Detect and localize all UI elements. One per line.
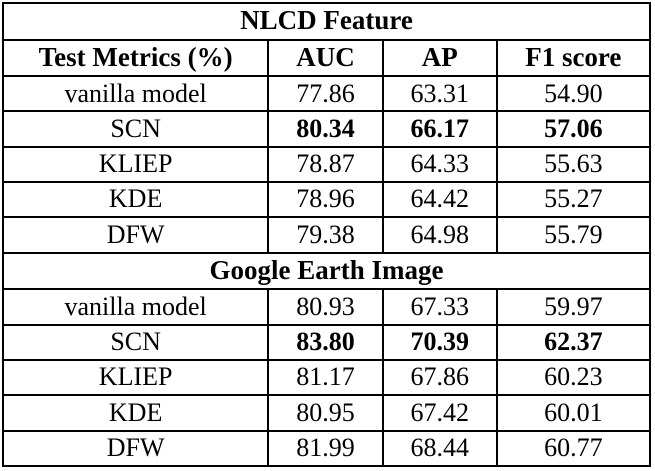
method-label: vanilla model xyxy=(1,75,270,113)
metric-value: 66.17 xyxy=(381,110,498,148)
metric-value: 68.44 xyxy=(381,429,498,468)
method-label: KLIEP xyxy=(1,358,270,397)
metric-value: 80.34 xyxy=(267,110,384,148)
metric-value: 63.31 xyxy=(381,75,498,113)
metric-value: 78.87 xyxy=(267,145,384,184)
metric-value: 64.98 xyxy=(381,216,498,254)
column-header: AUC xyxy=(267,38,384,78)
method-label: vanilla model xyxy=(1,288,270,326)
method-label: SCN xyxy=(1,110,270,148)
metric-value: 80.95 xyxy=(267,394,384,432)
column-header-row: Test Metrics (%) AUC AP F1 score xyxy=(1,38,652,78)
method-label: DFW xyxy=(1,216,270,254)
metric-value: 81.17 xyxy=(267,358,384,397)
metric-value: 55.63 xyxy=(495,145,652,184)
metric-value: 57.06 xyxy=(495,110,652,148)
metric-value: 55.79 xyxy=(495,216,652,254)
metric-value: 60.77 xyxy=(495,429,652,468)
metric-value: 79.38 xyxy=(267,216,384,254)
metric-value: 80.93 xyxy=(267,288,384,326)
metric-value: 67.42 xyxy=(381,394,498,432)
table-row: vanilla model 77.86 63.31 54.90 xyxy=(1,75,652,113)
metric-value: 55.27 xyxy=(495,181,652,219)
table-row: DFW 79.38 64.98 55.79 xyxy=(1,216,652,254)
table-row: KLIEP 78.87 64.33 55.63 xyxy=(1,145,652,184)
table-row: SCN 80.34 66.17 57.06 xyxy=(1,110,652,148)
metric-value: 83.80 xyxy=(267,323,384,361)
metric-value: 64.33 xyxy=(381,145,498,184)
metric-value: 67.86 xyxy=(381,358,498,397)
section-title-row: Google Earth Image xyxy=(2,251,651,291)
method-label: KDE xyxy=(1,181,270,219)
metric-value: 60.23 xyxy=(495,358,652,397)
metric-value: 78.96 xyxy=(267,181,384,219)
table-row: vanilla model 80.93 67.33 59.97 xyxy=(1,288,652,326)
column-header: F1 score xyxy=(495,38,652,78)
metric-value: 62.37 xyxy=(495,323,652,361)
table-row: KLIEP 81.17 67.86 60.23 xyxy=(1,358,652,397)
metric-value: 77.86 xyxy=(267,75,384,113)
column-header: AP xyxy=(381,38,498,78)
section-title: NLCD Feature xyxy=(2,2,651,41)
metric-value: 59.97 xyxy=(495,288,652,326)
method-label: KDE xyxy=(1,394,270,432)
column-header: Test Metrics (%) xyxy=(1,38,270,78)
table-row: KDE 78.96 64.42 55.27 xyxy=(1,181,652,219)
table-row: SCN 83.80 70.39 62.37 xyxy=(1,323,652,361)
metric-value: 67.33 xyxy=(381,288,498,326)
section-title-row: NLCD Feature xyxy=(2,2,651,41)
metric-value: 64.42 xyxy=(381,181,498,219)
metric-value: 81.99 xyxy=(267,429,384,468)
section-title: Google Earth Image xyxy=(2,251,651,291)
table-row: KDE 80.95 67.42 60.01 xyxy=(1,394,652,432)
method-label: KLIEP xyxy=(1,145,270,184)
metric-value: 54.90 xyxy=(495,75,652,113)
metric-value: 60.01 xyxy=(495,394,652,432)
metric-value: 70.39 xyxy=(381,323,498,361)
method-label: DFW xyxy=(1,429,270,468)
method-label: SCN xyxy=(1,323,270,361)
table-row: DFW 81.99 68.44 60.77 xyxy=(1,429,652,468)
